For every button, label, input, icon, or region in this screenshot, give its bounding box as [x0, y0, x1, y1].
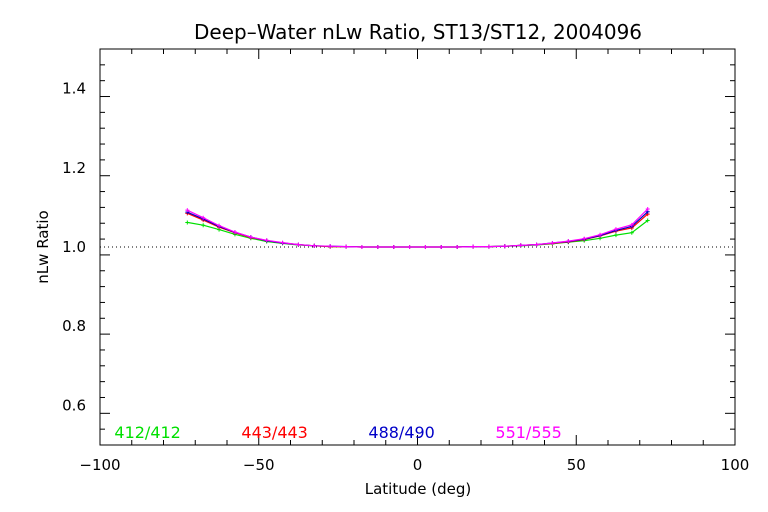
data-point	[201, 223, 206, 228]
data-point	[629, 230, 634, 235]
data-point	[613, 233, 618, 238]
x-tick-label: 100	[721, 456, 750, 474]
data-point	[185, 208, 190, 213]
data-point	[407, 245, 412, 249]
data-point	[645, 218, 650, 223]
y-tick-label: 1.4	[62, 80, 86, 98]
data-point	[645, 206, 650, 211]
series-line	[187, 208, 649, 248]
data-point	[375, 245, 380, 249]
data-point	[217, 223, 222, 228]
x-axis-label: Latitude (deg)	[365, 480, 471, 498]
data-point	[455, 245, 460, 249]
data-point	[296, 242, 301, 247]
x-tick-label: −100	[79, 456, 120, 474]
data-point	[185, 220, 190, 225]
x-tick-label: 50	[567, 456, 586, 474]
data-point	[518, 243, 523, 248]
y-tick-label: 1.2	[62, 159, 86, 177]
data-point	[312, 243, 317, 248]
y-tick-label: 0.8	[62, 317, 86, 335]
series-2	[185, 211, 650, 249]
series-line	[187, 212, 649, 248]
data-point	[502, 244, 507, 249]
series-line	[187, 220, 649, 248]
data-point	[534, 242, 539, 247]
legend-item: 412/412	[114, 423, 180, 442]
data-point	[550, 241, 555, 246]
data-point	[629, 222, 634, 227]
data-point	[613, 227, 618, 232]
data-point	[486, 244, 491, 249]
data-point	[264, 238, 269, 243]
data-point	[344, 244, 349, 249]
series-layer	[185, 206, 650, 249]
data-point	[598, 232, 603, 237]
y-tick-label: 0.6	[62, 396, 86, 414]
data-point	[582, 236, 587, 241]
data-point	[248, 235, 253, 240]
legend-item: 551/555	[495, 423, 561, 442]
y-axis-label: nLw Ratio	[34, 210, 52, 283]
x-tick-label: −50	[243, 456, 275, 474]
data-point	[232, 229, 237, 234]
legend: 412/412 443/443 488/490 551/555	[114, 423, 561, 442]
data-point	[201, 215, 206, 220]
chart-title: Deep–Water nLw Ratio, ST13/ST12, 2004096	[194, 20, 642, 44]
data-point	[471, 244, 476, 249]
series-1	[185, 218, 650, 249]
data-point	[328, 244, 333, 249]
series-3	[185, 209, 650, 249]
axis-layer: −100 −50 0 50 100 0.6 0.8 1.0 1.2 1.4	[62, 48, 750, 474]
data-point	[439, 245, 444, 249]
legend-item: 443/443	[241, 423, 307, 442]
legend-item: 488/490	[368, 423, 434, 442]
series-4	[185, 206, 650, 249]
data-point	[391, 245, 396, 249]
data-point	[423, 245, 428, 249]
data-point	[566, 239, 571, 244]
data-point	[280, 240, 285, 245]
x-tick-label: 0	[413, 456, 423, 474]
data-point	[359, 245, 364, 249]
y-tick-label: 1.0	[62, 238, 86, 256]
